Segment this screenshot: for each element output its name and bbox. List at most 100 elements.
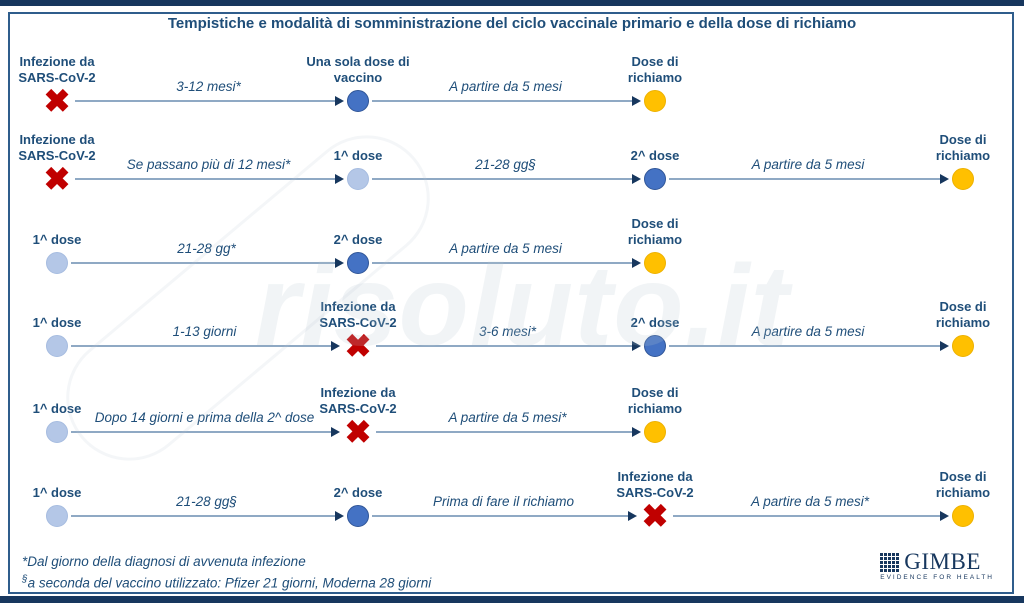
infection-x-icon bbox=[642, 503, 669, 529]
dose-dot-icon bbox=[644, 168, 666, 190]
dose1-node: 1^ dose bbox=[0, 401, 122, 445]
node-marker bbox=[590, 333, 720, 359]
arrow-line bbox=[71, 258, 344, 268]
gimbe-logo: GIMBE EVIDENCE FOR HEALTH bbox=[880, 549, 994, 581]
arrow-label: 3-6 mesi* bbox=[478, 324, 537, 339]
arrow-label: Prima di fare il richiamo bbox=[432, 494, 575, 509]
node-marker bbox=[0, 333, 122, 359]
dose-dot-icon bbox=[46, 335, 68, 357]
dose2-node: 2^ dose bbox=[293, 485, 423, 529]
arrow-label: A partire da 5 mesi* bbox=[750, 494, 870, 509]
gimbe-logo-row: GIMBE bbox=[880, 549, 994, 574]
node-label: 1^ dose bbox=[32, 485, 82, 500]
infection-x-icon bbox=[44, 166, 71, 192]
node-label: Una sola dose di vaccino bbox=[306, 54, 410, 85]
node-label: Infezione da SARS-CoV-2 bbox=[18, 54, 96, 85]
timeline-arrow: Prima di fare il richiamo bbox=[372, 494, 637, 521]
arrow-label: A partire da 5 mesi bbox=[449, 241, 562, 256]
timeline-arrow: A partire da 5 mesi* bbox=[673, 494, 949, 521]
timeline-arrow: 21-28 gg§ bbox=[372, 157, 641, 184]
timeline-arrow: A partire da 5 mesi bbox=[669, 157, 949, 184]
footnote-marker: § bbox=[22, 574, 28, 585]
infection-node: Infezione da SARS-CoV-2 bbox=[0, 54, 122, 114]
booster-node: Dose di richiamo bbox=[898, 299, 1024, 359]
dose2-node: 2^ dose bbox=[293, 232, 423, 276]
arrow-label: Dopo 14 giorni e prima della 2^ dose bbox=[94, 410, 315, 425]
timeline-arrow: A partire da 5 mesi bbox=[669, 324, 949, 351]
node-label: 1^ dose bbox=[333, 148, 383, 163]
arrow-line bbox=[71, 341, 340, 351]
node-label: Dose di richiamo bbox=[627, 216, 683, 247]
arrow-line bbox=[372, 258, 641, 268]
bottom-navy-bar bbox=[0, 596, 1024, 603]
footnote-text: Dal giorno della diagnosi di avvenuta in… bbox=[27, 554, 306, 569]
node-label: Infezione da SARS-CoV-2 bbox=[616, 469, 694, 500]
infection-node: Infezione da SARS-CoV-2 bbox=[293, 299, 423, 359]
dose2-node: 2^ dose bbox=[590, 148, 720, 192]
node-label: Dose di richiamo bbox=[935, 132, 991, 163]
page-title: Tempistiche e modalità di somministrazio… bbox=[167, 15, 857, 32]
arrow-line bbox=[372, 174, 641, 184]
booster-node: Dose di richiamo bbox=[898, 132, 1024, 192]
booster-dot-icon bbox=[952, 505, 974, 527]
arrow-label: 3-12 mesi* bbox=[176, 79, 241, 94]
booster-dot-icon bbox=[644, 421, 666, 443]
arrow-line bbox=[372, 511, 637, 521]
booster-node: Dose di richiamo bbox=[590, 54, 720, 114]
footnote-asterisk: *Dal giorno della diagnosi di avvenuta i… bbox=[22, 553, 431, 571]
arrow-label: A partire da 5 mesi* bbox=[448, 410, 567, 425]
arrow-label: 21-28 gg* bbox=[177, 241, 236, 256]
footnote-text: a seconda del vaccino utilizzato: Pfizer… bbox=[27, 575, 432, 591]
node-label: 2^ dose bbox=[333, 232, 383, 247]
infection-x-icon bbox=[345, 333, 372, 359]
infographic-frame bbox=[8, 12, 1014, 594]
dose-dot-icon bbox=[46, 505, 68, 527]
booster-node: Dose di richiamo bbox=[590, 216, 720, 276]
node-label: 2^ dose bbox=[333, 485, 383, 500]
arrow-line bbox=[71, 511, 344, 521]
booster-dot-icon bbox=[644, 252, 666, 274]
node-label: 2^ dose bbox=[630, 315, 680, 330]
node-label: 1^ dose bbox=[32, 401, 82, 416]
node-marker bbox=[0, 419, 122, 445]
arrow-label: Se passano più di 12 mesi* bbox=[126, 157, 291, 172]
arrow-line bbox=[673, 511, 949, 521]
node-marker bbox=[0, 250, 122, 276]
node-label: Dose di richiamo bbox=[627, 54, 683, 85]
timeline-arrow: Se passano più di 12 mesi* bbox=[75, 157, 344, 184]
dose1-node: 1^ dose bbox=[0, 315, 122, 359]
arrow-line bbox=[372, 96, 641, 106]
dose-dot-icon bbox=[46, 252, 68, 274]
single-dose-node: Una sola dose di vaccino bbox=[293, 54, 423, 114]
dose-dot-icon bbox=[347, 505, 369, 527]
booster-node: Dose di richiamo bbox=[898, 469, 1024, 529]
arrow-line bbox=[376, 427, 641, 437]
arrow-label: 21-28 gg§ bbox=[176, 494, 237, 509]
node-label: 2^ dose bbox=[630, 148, 680, 163]
timeline-arrow: A partire da 5 mesi* bbox=[376, 410, 641, 437]
timeline-arrow: A partire da 5 mesi bbox=[372, 79, 641, 106]
footnotes: *Dal giorno della diagnosi di avvenuta i… bbox=[22, 553, 431, 593]
dose-dot-icon bbox=[644, 335, 666, 357]
booster-node: Dose di richiamo bbox=[590, 385, 720, 445]
arrow-label: A partire da 5 mesi bbox=[449, 79, 562, 94]
node-marker bbox=[293, 250, 423, 276]
gimbe-wordmark: GIMBE bbox=[904, 549, 981, 574]
timeline-arrow: Dopo 14 giorni e prima della 2^ dose bbox=[71, 410, 340, 437]
timeline-arrow: 3-6 mesi* bbox=[376, 324, 641, 351]
node-label: 1^ dose bbox=[32, 232, 82, 247]
arrow-line bbox=[71, 427, 340, 437]
node-label: 1^ dose bbox=[32, 315, 82, 330]
top-navy-bar bbox=[0, 0, 1024, 6]
node-marker bbox=[0, 503, 122, 529]
infection-node: Infezione da SARS-CoV-2 bbox=[0, 132, 122, 192]
node-label: Dose di richiamo bbox=[935, 299, 991, 330]
node-label: Dose di richiamo bbox=[935, 469, 991, 500]
dose2-node: 2^ dose bbox=[590, 315, 720, 359]
arrow-label: 21-28 gg§ bbox=[475, 157, 536, 172]
dose-dot-icon bbox=[347, 252, 369, 274]
node-label: Infezione da SARS-CoV-2 bbox=[319, 299, 397, 330]
dose-dot-icon bbox=[347, 90, 369, 112]
node-label: Infezione da SARS-CoV-2 bbox=[18, 132, 96, 163]
node-marker bbox=[898, 503, 1024, 529]
